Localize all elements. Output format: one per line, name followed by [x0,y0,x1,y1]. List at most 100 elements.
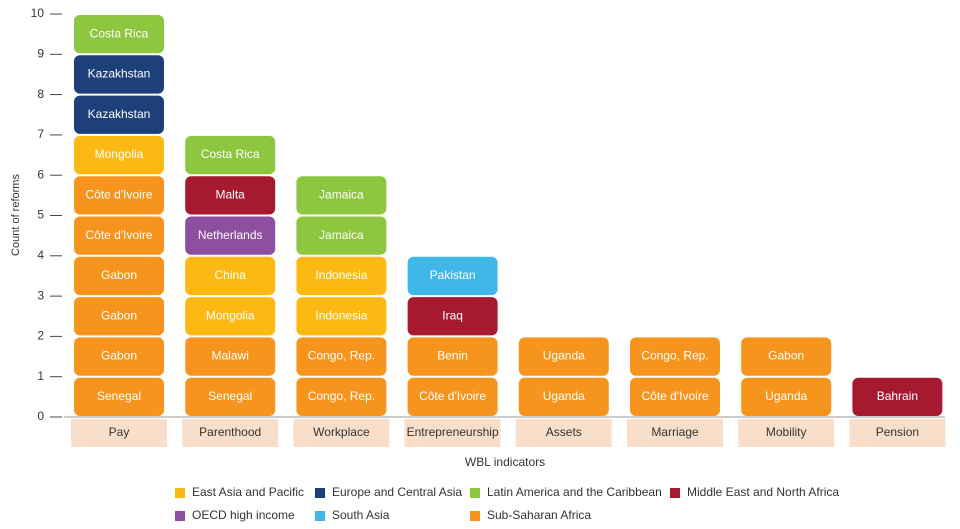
reform-block [407,377,498,416]
block-label: Gabon [101,349,137,363]
category-box [515,419,612,447]
block-label: Gabon [768,349,804,363]
block-label: Costa Rica [201,147,260,161]
x-axis-label: WBL indicators [465,455,545,469]
legend-swatch [470,511,480,521]
block-label: Iraq [442,308,463,322]
reform-block [74,55,164,94]
y-tick-label: 3 [37,288,44,302]
legend-swatch [175,488,185,498]
y-tick-label: 4 [37,248,44,262]
block-label: Senegal [208,389,252,403]
y-axis-label: Count of reforms [10,174,22,256]
reform-block [74,95,164,134]
reform-block [852,377,943,416]
reform-block [74,135,164,175]
block-label: Kazakhstan [88,107,151,121]
y-tick-label: 8 [37,87,44,101]
legend-swatch [175,511,185,521]
reform-block [296,377,387,416]
block-label: Indonesia [315,308,367,322]
legend-label: Middle East and North Africa [687,485,839,499]
block-label: Jamaica [319,188,364,202]
reform-block [518,337,609,376]
category-box [71,419,167,447]
x-tick-label: Entrepreneurship [407,425,499,439]
x-tick-label: Pension [876,425,919,439]
reform-block [185,216,276,255]
reform-block [630,377,720,416]
x-tick-label: Parenthood [199,425,261,439]
legend-label: East Asia and Pacific [192,485,304,499]
block-label: Congo, Rep. [308,389,375,403]
y-tick-label: 9 [37,46,44,60]
block-label: Côte d'Ivoire [419,389,486,403]
reform-block [185,297,276,336]
reform-block [741,337,832,376]
legend-label: OECD high income [192,508,295,522]
legend-label: Latin America and the Caribbean [487,485,662,499]
x-tick-label: Mobility [766,425,807,439]
legend-swatch [670,488,680,498]
legend-label: Sub-Saharan Africa [487,508,591,522]
block-label: Bahrain [877,389,918,403]
block-label: Uganda [543,349,585,363]
reform-block [74,176,164,215]
reform-block [741,377,832,416]
reform-block [74,297,164,336]
reform-block [296,176,387,215]
reform-block [518,377,609,416]
legend-label: Europe and Central Asia [332,485,462,499]
block-label: Gabon [101,308,137,322]
block-label: Pakistan [430,268,476,282]
y-tick-label: 1 [37,369,44,383]
block-label: Netherlands [198,228,263,242]
block-label: Gabon [101,268,137,282]
block-label: Jamaica [319,228,364,242]
category-box [627,419,723,447]
legend-label: South Asia [332,508,390,522]
reform-block [296,216,387,255]
category-box [404,419,501,447]
reform-block [74,377,164,416]
block-label: Uganda [543,389,585,403]
block-label: China [215,268,247,282]
block-label: Benin [437,349,468,363]
legend-swatch [315,488,325,498]
y-tick-label: 2 [37,329,44,343]
reform-block [296,297,387,336]
reform-block [296,256,387,296]
reform-block [407,297,498,336]
reform-block [296,337,387,376]
reform-block [185,256,276,296]
block-label: Congo, Rep. [308,349,375,363]
block-label: Côte d'Ivoire [86,228,153,242]
x-tick-label: Marriage [651,425,699,439]
legend-swatch [315,511,325,521]
block-label: Mongolia [206,308,255,322]
block-label: Congo, Rep. [641,349,708,363]
x-tick-label: Pay [109,425,130,439]
reform-block [74,337,164,376]
x-tick-label: Workplace [313,425,370,439]
y-tick-label: 6 [37,167,44,181]
block-label: Costa Rica [90,26,149,40]
category-box [182,419,279,447]
reform-block [74,15,164,54]
block-label: Côte d'Ivoire [642,389,709,403]
category-box [293,419,390,447]
reform-block [185,135,276,175]
reform-block [407,337,498,376]
category-box [738,419,835,447]
reform-block [630,337,720,376]
block-label: Malta [216,188,246,202]
reform-block [185,377,276,416]
block-label: Côte d'Ivoire [86,188,153,202]
y-tick-label: 5 [37,208,44,222]
reform-block [185,176,276,215]
y-tick-label: 7 [37,127,44,141]
y-tick-label: 10 [31,6,45,20]
block-label: Mongolia [95,147,144,161]
category-box [849,419,946,447]
